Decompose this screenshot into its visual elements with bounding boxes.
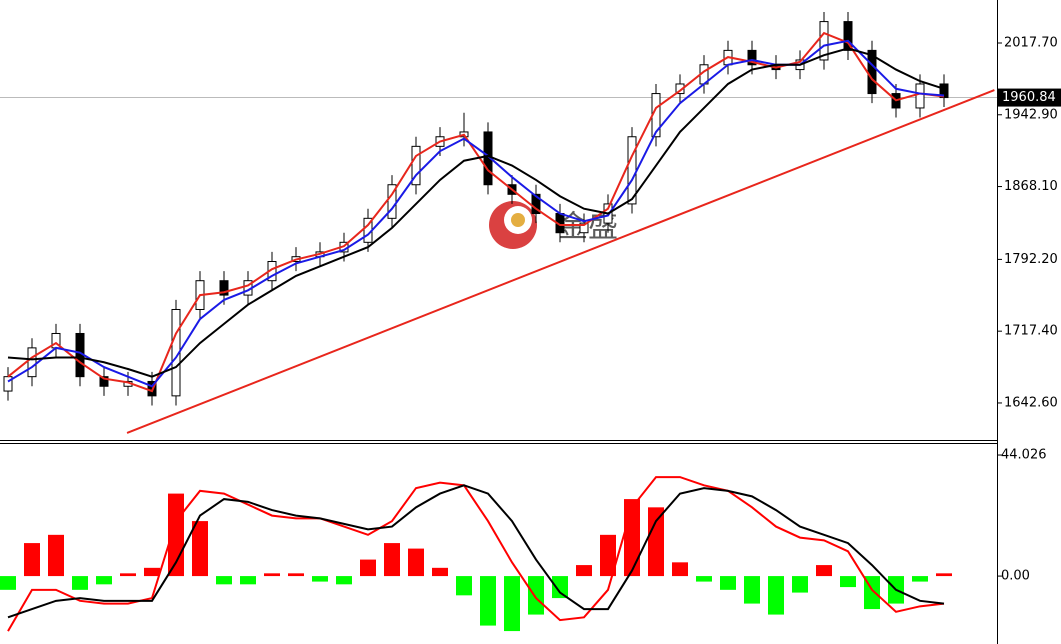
- y-tick-label: 44.026: [1001, 448, 1047, 463]
- histogram-bar: [936, 573, 952, 577]
- histogram-bar: [432, 567, 448, 577]
- y-tick-label: 0.00: [1001, 569, 1030, 584]
- histogram-bar: [0, 576, 16, 590]
- histogram-bar: [672, 562, 688, 577]
- histogram-bar: [144, 567, 160, 577]
- histogram-bar: [744, 576, 760, 604]
- histogram-bar: [336, 576, 352, 585]
- candle-body: [219, 280, 229, 296]
- histogram-bar: [504, 576, 520, 632]
- y-tick-label: 2017.70: [1004, 35, 1058, 50]
- histogram-bar: [456, 576, 472, 596]
- indicator-line: [7, 47, 945, 378]
- histogram-bar: [48, 534, 64, 577]
- histogram-bar: [528, 576, 544, 615]
- histogram-bar: [816, 565, 832, 577]
- histogram-bar: [360, 559, 376, 577]
- indicator-line: [7, 484, 945, 619]
- histogram-bar: [312, 576, 328, 582]
- histogram-bar: [600, 534, 616, 577]
- histogram-bar: [264, 573, 280, 577]
- candle-body: [579, 222, 589, 234]
- candle-body: [819, 21, 829, 61]
- y-tick-label: 1642.60: [1004, 395, 1058, 410]
- candle-body: [939, 83, 949, 99]
- current-price-label: 1960.84: [1002, 90, 1056, 105]
- candle-body: [843, 21, 853, 51]
- y-tick-label: 1717.40: [1004, 324, 1058, 339]
- histogram-bar: [912, 576, 928, 582]
- candle-body: [27, 347, 37, 378]
- logo: [489, 201, 537, 249]
- candle-body: [531, 193, 541, 215]
- histogram-bar: [648, 507, 664, 577]
- histogram-bar: [792, 576, 808, 593]
- histogram-bar: [288, 573, 304, 577]
- histogram-bar: [408, 548, 424, 577]
- histogram-bar: [480, 576, 496, 626]
- candle-body: [747, 49, 757, 66]
- histogram-bar: [576, 565, 592, 577]
- histogram-bar: [552, 576, 568, 599]
- histogram-bar: [240, 576, 256, 585]
- indicator-line: [7, 476, 945, 632]
- candle-body: [915, 83, 925, 109]
- histogram-bar: [840, 576, 856, 588]
- trendline: [126, 89, 995, 434]
- histogram-bar: [720, 576, 736, 590]
- histogram-bar: [96, 576, 112, 585]
- histogram-bar: [216, 576, 232, 585]
- histogram-bar: [24, 543, 40, 577]
- y-tick-label: 1792.20: [1004, 252, 1058, 267]
- candle-body: [99, 376, 109, 387]
- y-tick-label: 1868.10: [1004, 179, 1058, 194]
- histogram-bar: [384, 543, 400, 577]
- histogram-bar: [192, 521, 208, 577]
- y-tick-label: 1942.90: [1004, 107, 1058, 122]
- histogram-bar: [696, 576, 712, 582]
- histogram-bar: [72, 576, 88, 590]
- histogram-bar: [120, 573, 136, 577]
- current-price-box: [998, 88, 1061, 107]
- candle-body: [411, 145, 421, 186]
- histogram-bar: [768, 576, 784, 615]
